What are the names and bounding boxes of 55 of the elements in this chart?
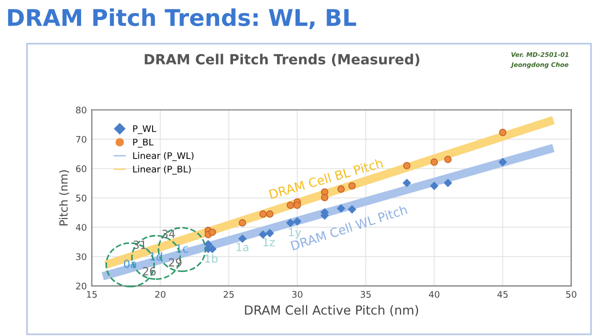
point [286,218,295,227]
chart-title: DRAM Pitch Trends: WL, BL [8,8,356,30]
point [430,182,438,190]
point [208,228,216,236]
point [430,158,438,166]
point [348,205,356,214]
x-tick-label: 35 [360,290,371,298]
point [266,210,274,218]
annotation: DRAM Cell BL Pitch [268,158,384,200]
chart-subtitle: DRAM Cell Pitch Trends (Measured) [144,54,420,66]
point [293,217,302,226]
point [337,185,345,193]
point [258,230,268,239]
annotation: 1b [205,254,218,263]
y-tick-label: 80 [76,106,86,114]
point [266,229,274,238]
annotation: 34 [162,230,175,238]
annotation: 1a [236,243,248,252]
annotation: 29 [168,258,182,267]
x-tick-label: 20 [155,290,166,298]
point [403,162,411,170]
point [402,178,411,188]
y-tick-label: 30 [76,253,86,260]
point [336,204,346,213]
point [259,210,267,218]
x-axis-title: DRAM Cell Active Pitch (nm) [245,305,418,316]
point [294,202,301,209]
point [320,194,328,202]
point [444,156,452,164]
point [238,219,246,227]
annotation: 1z [263,238,275,246]
x-tick-label: 25 [224,290,234,298]
point [498,158,507,166]
y-tick-label: 20 [76,282,86,290]
legend-label: Linear (P_BL) [133,166,191,175]
x-tick-label: 15 [87,291,97,298]
x-tick-label: 40 [428,290,440,298]
annotation: 26 [143,267,156,276]
y-tick-label: 60 [76,165,86,172]
point [444,178,452,188]
legend-label: Linear (P_WL) [133,152,194,162]
x-tick-label: 30 [292,290,302,298]
legend-label: P_WL [133,125,156,134]
legend-label: P_BL [133,138,154,148]
annotation: 0a [124,260,136,268]
y-axis-title: Pitch (nm) [59,170,70,226]
y-tick-label: 40 [76,224,86,231]
x-tick-label: 50 [566,290,576,298]
point [286,202,294,209]
y-tick-label: 70 [76,136,86,143]
point [348,182,356,190]
y-tick-label: 50 [76,194,86,202]
x-tick-label: 45 [497,291,508,298]
point [499,128,506,136]
point [238,234,247,243]
